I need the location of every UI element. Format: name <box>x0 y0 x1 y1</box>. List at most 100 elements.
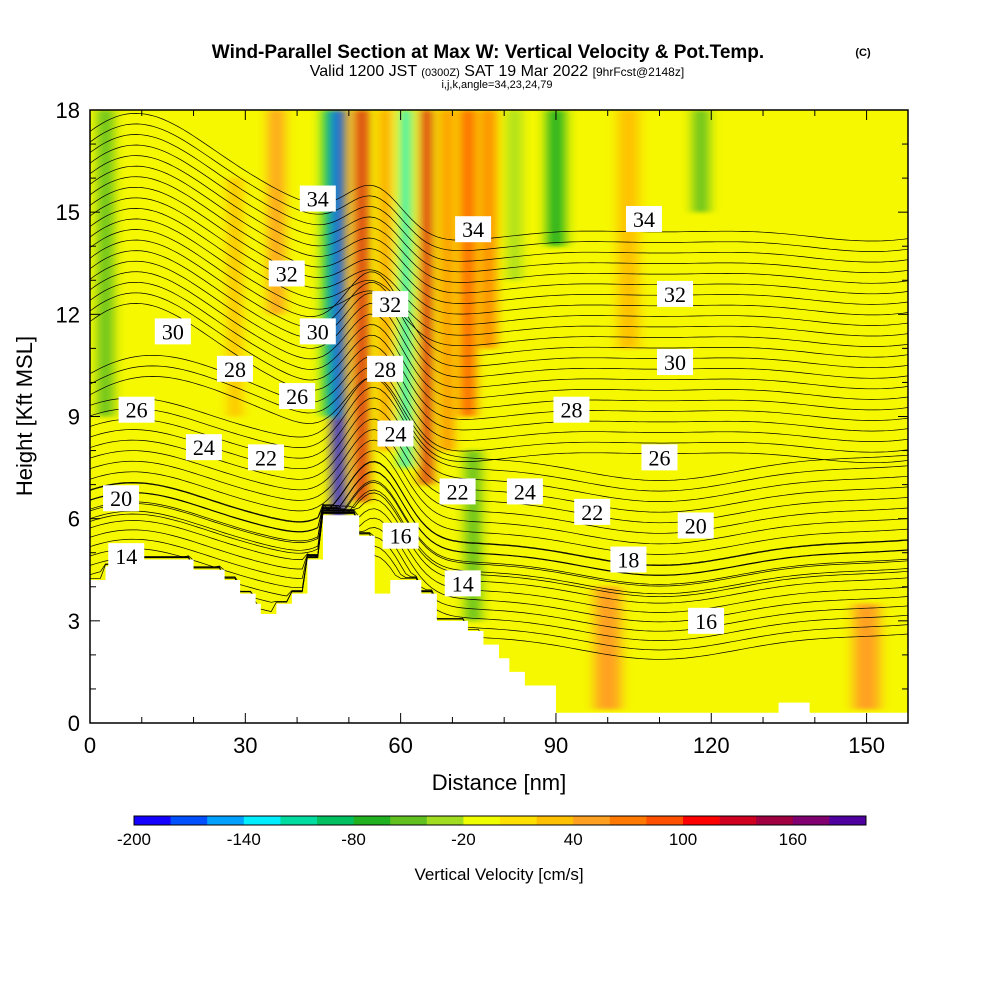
contour-label: 26 <box>118 396 155 423</box>
contour-label-text: 34 <box>633 207 655 232</box>
colorbar-swatch <box>792 816 830 825</box>
contour-label-text: 32 <box>379 292 401 317</box>
isentrope-line <box>90 281 908 411</box>
colorbar-label: Vertical Velocity [cm/s] <box>414 865 583 884</box>
contour-label-text: 32 <box>276 261 298 286</box>
x-tick-label: 120 <box>693 733 730 758</box>
x-axis-label: Distance [nm] <box>432 770 567 795</box>
contour-label-text: 34 <box>462 217 484 242</box>
contour-label-text: 16 <box>390 524 412 549</box>
contour-label: 20 <box>677 512 714 539</box>
contour-label-text: 22 <box>581 500 603 525</box>
w-feature-6 <box>442 110 453 451</box>
contour-label: 34 <box>299 185 336 212</box>
isentrope-line <box>90 450 908 555</box>
colorbar-swatch <box>426 816 464 825</box>
isentrope-line <box>90 376 908 464</box>
vertical-velocity-field <box>97 110 880 710</box>
colorbar-swatch <box>756 816 794 825</box>
contour-label: 20 <box>103 485 140 512</box>
contour-label-text: 30 <box>162 319 184 344</box>
y-tick-label: 18 <box>56 98 80 123</box>
chart-title: Wind-Parallel Section at Max W: Vertical… <box>212 42 764 63</box>
isentrope-line <box>90 460 908 566</box>
isentrope-line <box>90 510 908 623</box>
contour-label: 22 <box>248 444 285 471</box>
x-tick-label: 60 <box>388 733 412 758</box>
x-tick-label: 30 <box>233 733 257 758</box>
isentrope-line <box>90 397 908 502</box>
contour-label: 24 <box>185 434 222 461</box>
isentrope-line <box>90 376 908 481</box>
contour-label: 28 <box>367 355 404 382</box>
isentrope-line <box>90 492 908 598</box>
colorbar-tick-label: -200 <box>117 830 151 849</box>
colorbar-swatch <box>134 816 171 825</box>
isentrope-line <box>90 208 908 337</box>
contour-label: 16 <box>382 522 419 549</box>
isentrope-line <box>90 408 908 513</box>
contour-label-text: 22 <box>255 445 277 470</box>
contour-label: 32 <box>657 280 694 307</box>
y-tick-label: 12 <box>56 302 80 327</box>
contour-label: 24 <box>506 478 543 505</box>
contour-label: 28 <box>216 355 253 382</box>
forecast-info: [9hrFcst@2148z] <box>593 65 685 79</box>
colorbar-swatch <box>317 816 354 825</box>
contour-label: 30 <box>657 349 694 376</box>
isentrope-line <box>90 480 908 585</box>
isentrope-line <box>90 512 908 651</box>
contour-label: 26 <box>279 383 316 410</box>
valid-line: Valid 1200 JST (0300Z) SAT 19 Mar 2022 [… <box>310 63 684 80</box>
isentrope-line <box>90 429 908 534</box>
contour-label: 16 <box>688 607 725 634</box>
y-axis: 0 3 6 9 12 15 18 <box>56 98 908 736</box>
contour-label-text: 28 <box>560 398 582 423</box>
contour-label-text: 30 <box>307 319 329 344</box>
isentrope-line <box>90 271 908 400</box>
indices-line: i,j,k,angle=34,23,24,79 <box>441 79 552 91</box>
contour-label-text: 32 <box>664 282 686 307</box>
isentrope-line <box>90 489 908 595</box>
isentrope-line <box>90 144 908 274</box>
y-tick-label: 15 <box>56 200 80 225</box>
colorbar-swatch <box>683 816 720 825</box>
contour-label: 28 <box>553 396 590 423</box>
colorbar-tick-label: 40 <box>564 830 583 849</box>
terrain-mask <box>90 515 908 723</box>
contour-label-text: 22 <box>447 479 469 504</box>
w-feature-2 <box>356 110 367 502</box>
isentrope-line <box>90 292 908 421</box>
contour-label-text: 18 <box>617 548 639 573</box>
isentrope-line <box>90 303 908 432</box>
isentrope-line <box>90 499 908 604</box>
valid-date: SAT 19 Mar 2022 <box>464 63 588 80</box>
x-tick-label: 150 <box>848 733 885 758</box>
contour-label-text: 20 <box>685 513 707 538</box>
contour-label-text: 34 <box>307 187 329 212</box>
copyright-mark: (C) <box>855 47 871 59</box>
contour-label-text: 24 <box>193 435 215 460</box>
contour-label-text: 26 <box>648 445 670 470</box>
contour-label-text: 24 <box>514 479 536 504</box>
colorbar-swatch <box>500 816 537 825</box>
contour-labels: 14 14 16 16 18 20 20 22 22 22 24 24 24 26 26 26 28 28 28 30… <box>103 185 725 634</box>
colorbar-swatch <box>646 816 684 825</box>
isentrope-line <box>90 176 908 305</box>
w-feature-1 <box>322 110 334 417</box>
isentrope-line <box>90 511 908 632</box>
colorbar-swatch <box>390 816 428 825</box>
isentrope-line <box>90 513 908 660</box>
colorbar-swatch <box>573 816 611 825</box>
contour-label: 22 <box>439 478 476 505</box>
colorbar-swatch <box>829 816 867 825</box>
colorbar: -200 -140 -80 -20 40 100 160 <box>117 815 867 849</box>
contour-label: 24 <box>377 420 414 447</box>
colorbar-swatch <box>280 816 318 825</box>
isentrope-line <box>90 481 908 587</box>
contour-label-text: 24 <box>384 422 406 447</box>
potential-temperature-contours <box>90 113 908 660</box>
isentrope-line <box>90 470 908 576</box>
colorbar-tick-label: -20 <box>451 830 476 849</box>
